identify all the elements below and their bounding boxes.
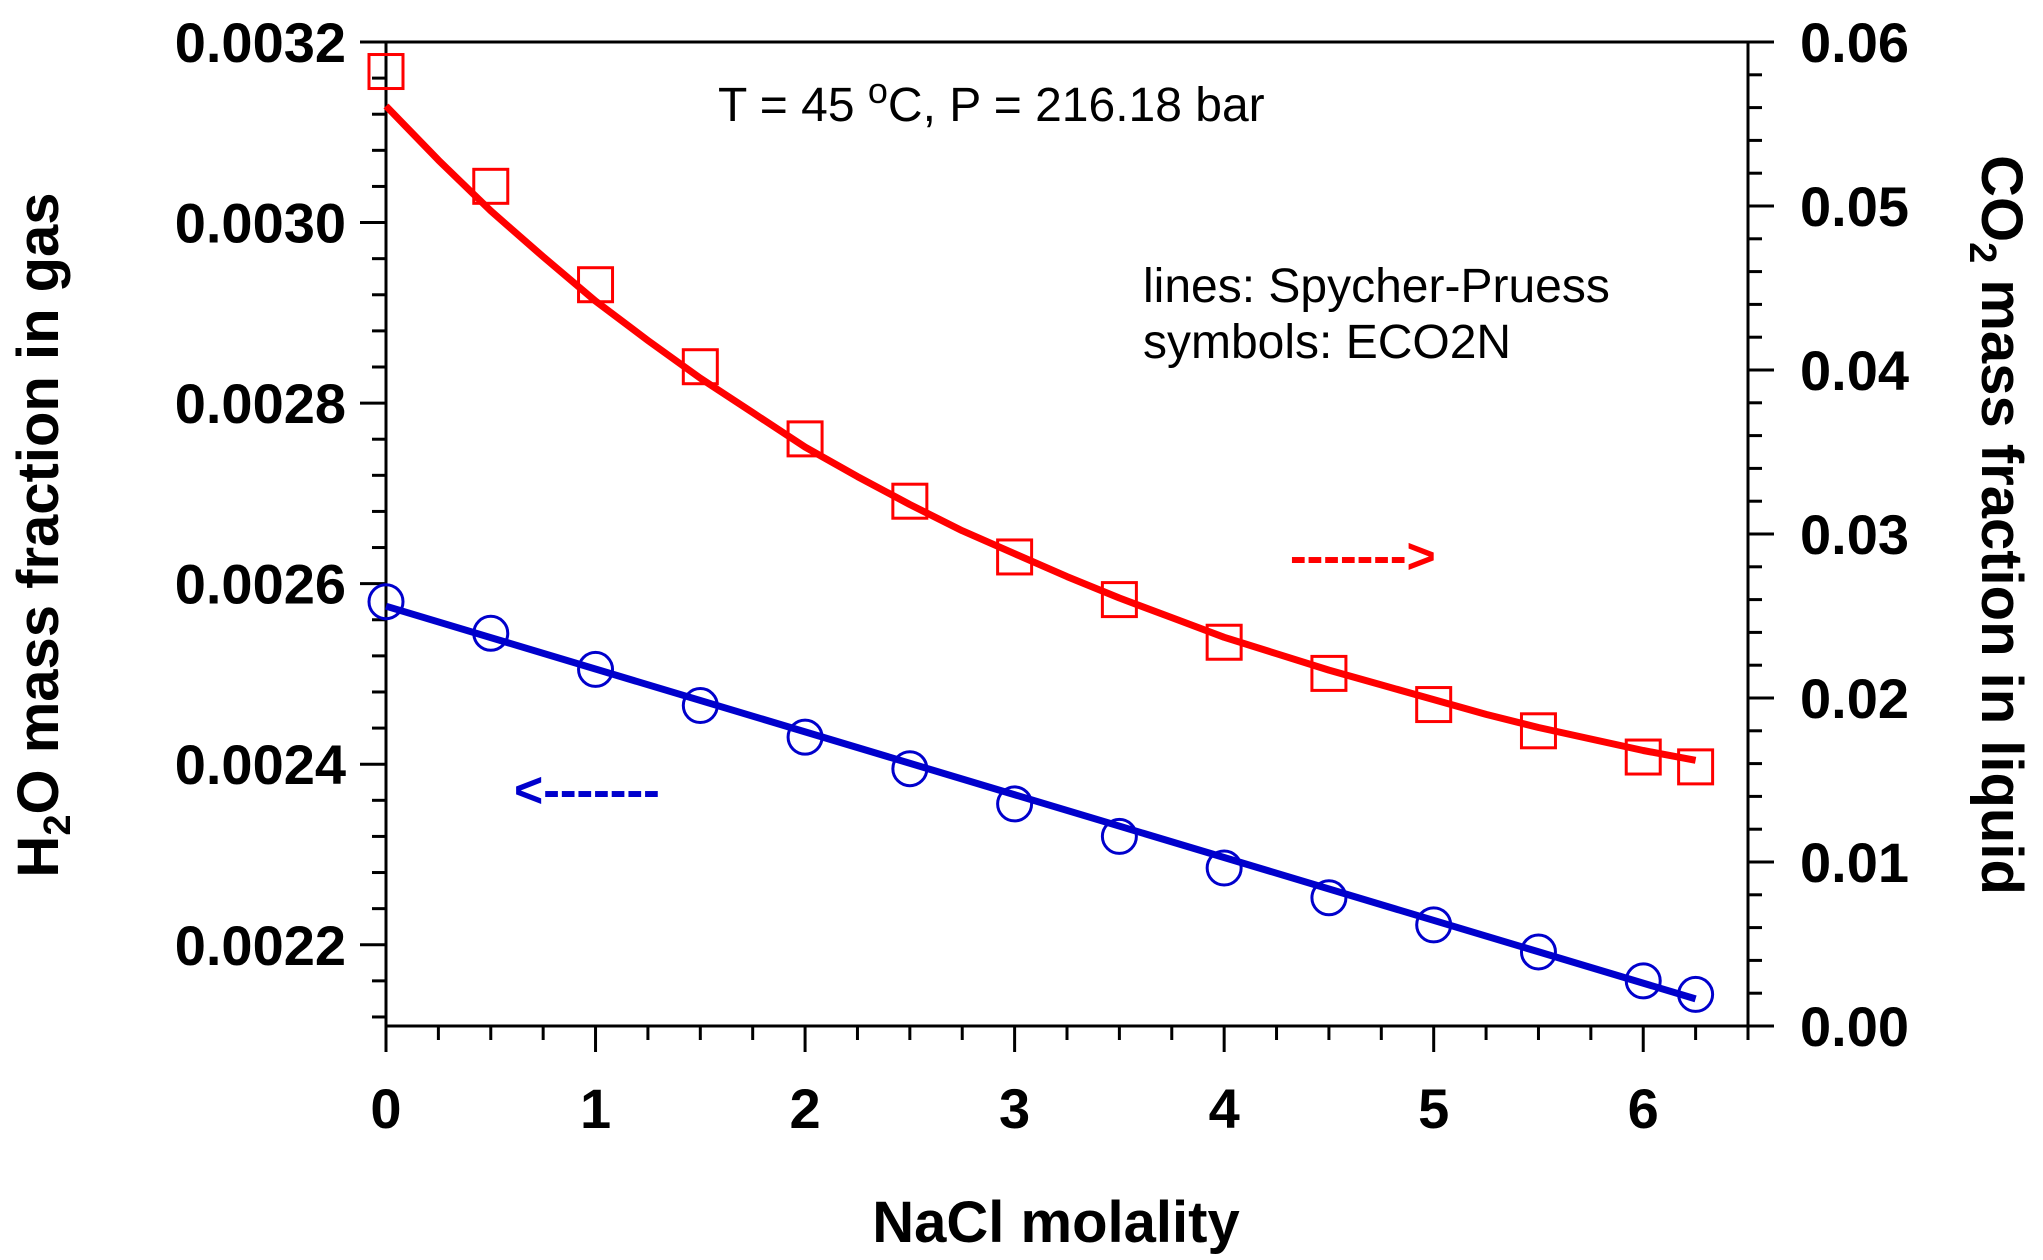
right-tick-label: 0.06: [1800, 11, 1909, 74]
legend-note-lines: lines: Spycher-Pruess: [1143, 260, 1610, 313]
co2-series-marker: [577, 266, 615, 304]
h2o-series-marker: [786, 718, 824, 756]
x-axis-ticks: 0 1 2 3 4 5 6: [370, 1026, 1750, 1140]
h2o-series-marker: [1205, 849, 1243, 887]
co2-series-marker: [1415, 686, 1453, 724]
left-axis-ticks: 0.0022 0.0024 0.0026 0.0028 0.0030 0.0032: [175, 11, 386, 1019]
left-axis-arrow: <-------: [514, 762, 660, 818]
right-tick-label: 0.01: [1800, 831, 1909, 894]
left-tick-label: 0.0032: [175, 11, 346, 74]
left-tick-label: 0.0026: [175, 553, 346, 616]
plot-frame: [384, 40, 1750, 1028]
x-tick-label: 3: [999, 1077, 1030, 1140]
x-tick-label: 5: [1418, 1077, 1449, 1140]
co2-series-marker: [891, 482, 929, 520]
co2-series-marker: [472, 167, 510, 205]
co2-series-marker: [1624, 738, 1662, 776]
co2-series-marker: [786, 420, 824, 458]
x-tick-label: 1: [580, 1077, 611, 1140]
right-axis-arrow: ------->: [1290, 528, 1436, 584]
co2-series-marker: [681, 348, 719, 386]
co2-series-marker: [996, 538, 1034, 576]
h2o-series-marker: [681, 687, 719, 725]
co2-series-marker: [1677, 748, 1715, 786]
h2o-series-marker: [1624, 962, 1662, 1000]
left-tick-label: 0.0030: [175, 192, 346, 255]
co2-series-marker: [1100, 581, 1138, 619]
x-tick-label: 0: [370, 1077, 401, 1140]
left-tick-label: 0.0024: [175, 733, 346, 796]
right-axis-title: CO2 mass fraction in liquid: [1961, 155, 2034, 895]
legend-note-symbols: symbols: ECO2N: [1143, 316, 1511, 369]
h2o-series-marker: [1415, 906, 1453, 944]
right-tick-label: 0.04: [1800, 339, 1909, 402]
h2o-series-marker: [472, 614, 510, 652]
x-tick-label: 2: [789, 1077, 820, 1140]
plot-border: [384, 40, 1750, 1028]
left-axis-title: H2O mass fraction in gas: [6, 192, 79, 877]
x-tick-label: 6: [1628, 1077, 1659, 1140]
left-tick-label: 0.0022: [175, 914, 346, 977]
co2-series-marker: [1205, 623, 1243, 661]
h2o-series-marker: [891, 750, 929, 788]
right-tick-label: 0.05: [1800, 175, 1909, 238]
left-tick-label: 0.0028: [175, 372, 346, 435]
h2o-series-marker: [996, 785, 1034, 823]
h2o-series-marker: [1310, 879, 1348, 917]
h2o-series-line: [384, 602, 1697, 1003]
h2o-series-marker: [367, 583, 405, 621]
conditions-annotation: T = 45 oC, P = 216.18 bar: [718, 70, 1265, 132]
h2o-series-marker: [577, 650, 615, 688]
x-tick-label: 4: [1209, 1077, 1240, 1140]
h2o-series-marker: [1519, 933, 1557, 971]
h2o-series-marker: [1100, 817, 1138, 855]
right-tick-label: 0.03: [1800, 503, 1909, 566]
right-axis-ticks: 0.00 0.01 0.02 0.03 0.04 0.05 0.06: [1748, 11, 1909, 1058]
co2-series-marker: [1519, 712, 1557, 750]
series-layer: [367, 53, 1715, 1013]
co2-series-line: [383, 103, 1697, 764]
x-axis-title: NaCl molality: [872, 1190, 1239, 1255]
right-tick-label: 0.00: [1800, 995, 1909, 1058]
co2-series-marker: [367, 53, 405, 91]
co2-series-marker: [1310, 654, 1348, 692]
right-tick-label: 0.02: [1800, 667, 1909, 730]
h2o-series-marker: [1677, 975, 1715, 1013]
